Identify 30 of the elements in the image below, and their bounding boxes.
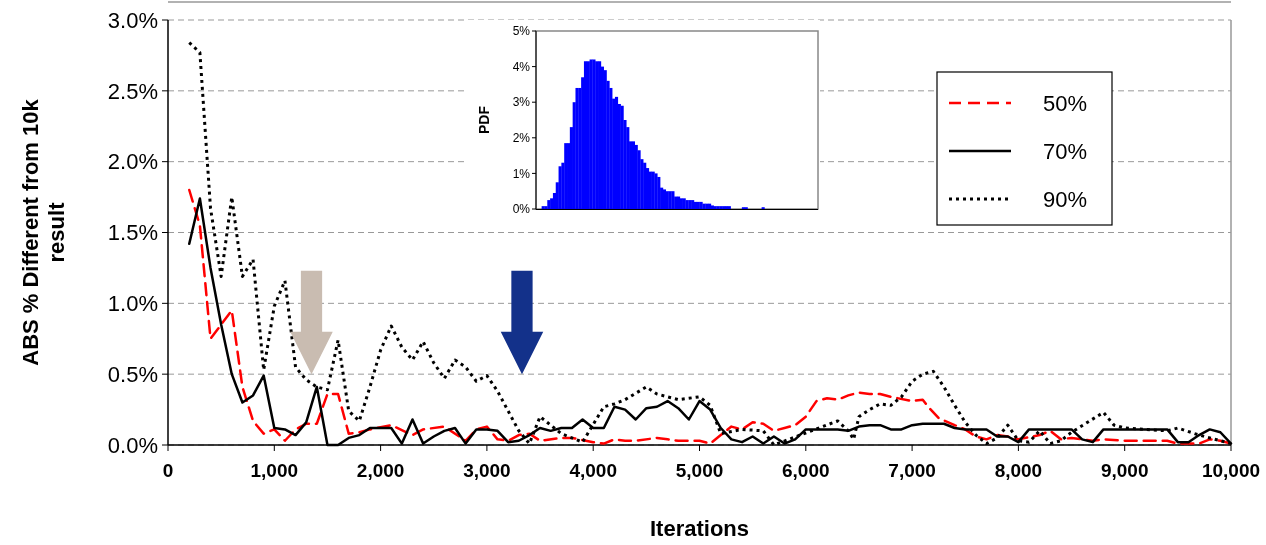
legend-label: 50%: [1042, 90, 1087, 116]
y-axis-title: PDF: [476, 105, 492, 134]
x-tick-label: 1,000: [250, 460, 299, 481]
legend-label: 70%: [1042, 138, 1087, 164]
x-tick-label: 2,000: [356, 460, 405, 481]
y-tick-label: 2.0%: [107, 149, 158, 175]
x-tick-label: 3,000: [463, 460, 511, 481]
legend-label: 90%: [1042, 186, 1087, 212]
y-tick-label: 2.5%: [107, 78, 158, 104]
x-tick-label: 0: [162, 460, 174, 481]
y-tick-label: 1.0%: [107, 291, 158, 317]
x-tick-label: 9,000: [1100, 460, 1149, 481]
y-tick-label: 5%: [512, 24, 531, 39]
y-tick-label: 2%: [512, 131, 531, 145]
y-tick-label: 1%: [512, 166, 531, 181]
y-tick-label: 4%: [512, 59, 531, 74]
x-tick-label: 6,000: [782, 460, 830, 481]
y-tick-label: 3.0%: [107, 7, 158, 33]
y-tick-label: 3%: [512, 95, 531, 110]
x-axis-title: Iterations: [649, 516, 750, 541]
y-tick-label: 0.5%: [107, 361, 158, 387]
y-tick-label: 1.5%: [107, 220, 158, 246]
x-tick-label: 10,000: [1201, 460, 1261, 481]
x-tick-label: 8,000: [994, 460, 1043, 481]
x-tick-label: 5,000: [675, 460, 724, 481]
x-tick-label: 7,000: [888, 460, 936, 481]
y-tick-label: 0%: [512, 202, 531, 217]
x-tick-label: 4,000: [569, 460, 617, 481]
y-tick-label: 0.0%: [107, 432, 158, 458]
y-axis-title: ABS % Different from 10k result: [18, 98, 69, 366]
